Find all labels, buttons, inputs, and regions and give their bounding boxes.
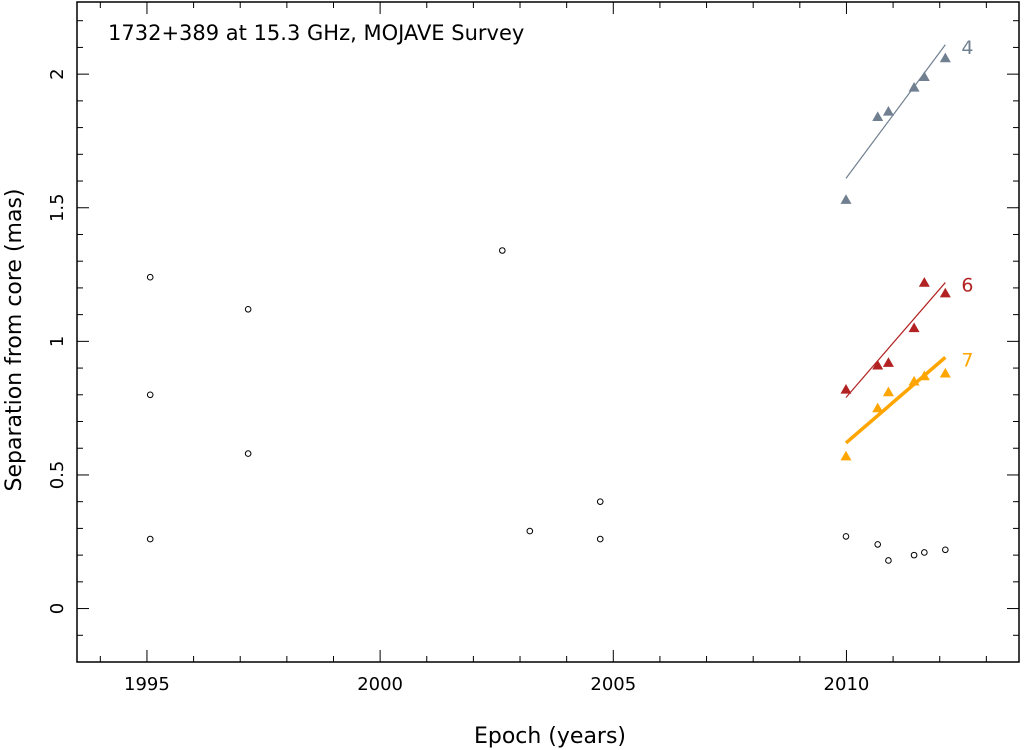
fit-line-7 (844, 356, 947, 445)
circle-point (244, 305, 252, 313)
triangle-point-7 (939, 367, 951, 378)
triangle-point-6 (872, 359, 884, 370)
series-label-7: 7 (961, 349, 973, 371)
circle-point (921, 549, 928, 556)
triangle-point-4 (840, 194, 852, 204)
triangle-point-4 (908, 82, 920, 92)
circle-point (498, 247, 506, 254)
fit-line-6 (845, 282, 946, 398)
circle-point (842, 533, 850, 540)
triangle-point-6 (840, 383, 852, 394)
circle-point (874, 541, 882, 548)
x-tick-label: 2010 (824, 674, 870, 695)
triangle-point-7 (918, 370, 930, 381)
axis-ticks: 1995 2000 2005 2010 0 0.5 1 1.5 2 (47, 2, 1019, 695)
triangle-point-6 (908, 322, 920, 333)
x-axis-label: Epoch (years) (474, 724, 626, 749)
y-tick-label: 0.5 (47, 461, 68, 490)
triangle-point-7 (908, 375, 920, 386)
data-points (146, 52, 951, 564)
fit-lines (844, 44, 947, 445)
triangle-point-7 (882, 386, 894, 397)
y-axis-label: Separation from core (mas) (2, 189, 27, 492)
series-label-6: 6 (961, 275, 973, 297)
y-tick-label: 0 (47, 603, 68, 614)
circle-point (526, 527, 534, 535)
triangle-point-4 (918, 71, 930, 81)
triangle-point-6 (939, 287, 951, 298)
chart-title: 1732+389 at 15.3 GHz, MOJAVE Survey (108, 21, 524, 45)
y-tick-label: 1.5 (47, 193, 68, 222)
x-tick-label: 2005 (590, 674, 636, 695)
triangle-point-7 (840, 450, 852, 461)
circle-point (146, 273, 154, 281)
x-tick-label: 2000 (357, 674, 403, 695)
plot-frame (76, 1, 1020, 663)
triangle-point-6 (882, 357, 894, 367)
y-tick-label: 2 (47, 68, 68, 79)
triangle-point-4 (939, 52, 951, 63)
series-label-4: 4 (961, 37, 973, 59)
circle-point (146, 391, 154, 399)
circle-point (910, 551, 918, 559)
triangle-point-4 (872, 111, 884, 122)
triangle-point-4 (882, 106, 894, 116)
circle-point (244, 450, 252, 457)
series-labels: 4 6 7 (961, 37, 973, 372)
circle-point (942, 546, 949, 554)
triangle-point-7 (872, 402, 884, 413)
circle-point (596, 498, 604, 505)
fit-line-4 (845, 44, 946, 179)
triangle-point-6 (918, 277, 930, 287)
circle-point (596, 535, 604, 543)
y-tick-label: 1 (47, 336, 68, 347)
circle-point (885, 557, 892, 564)
x-tick-label: 1995 (124, 674, 170, 695)
circle-point (146, 535, 154, 543)
